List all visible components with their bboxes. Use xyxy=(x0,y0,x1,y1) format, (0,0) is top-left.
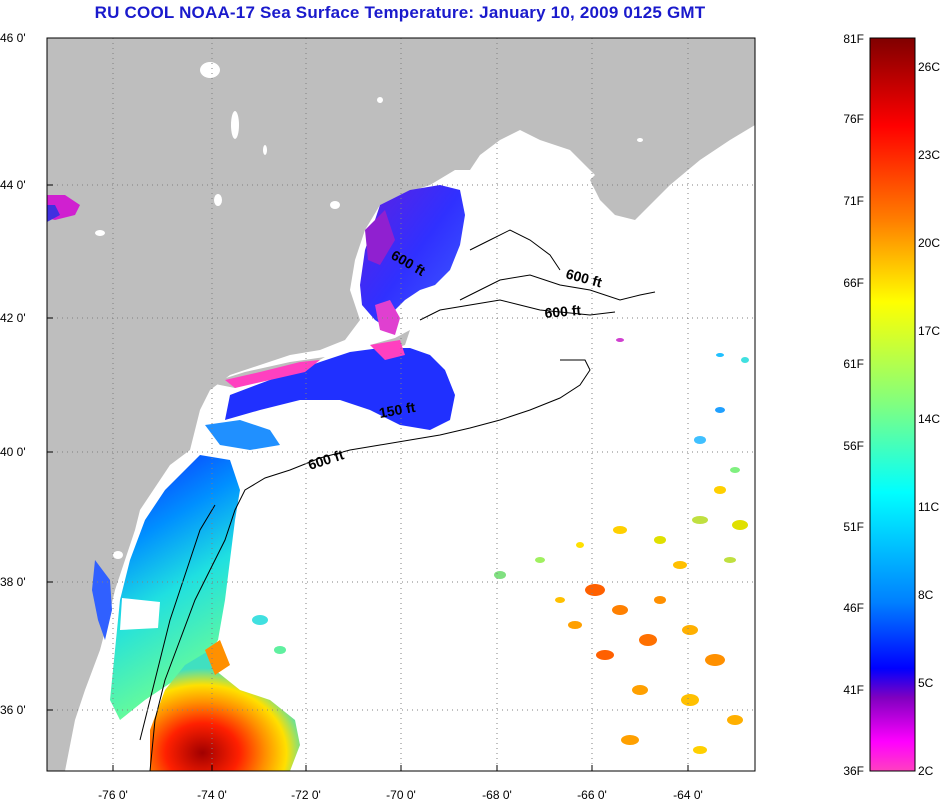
tick-marks xyxy=(47,37,689,771)
lakes xyxy=(95,62,643,559)
lat-tick-40: 40 0' xyxy=(0,445,26,459)
colorbar-c-17: 17C xyxy=(918,324,940,338)
sst-gulf-stream xyxy=(150,650,300,771)
colorbar-c-26: 26C xyxy=(918,60,940,74)
colorbar-c-23: 23C xyxy=(918,148,940,162)
colorbar-f-66: 66F xyxy=(843,276,864,290)
colorbar-f-41: 41F xyxy=(843,683,864,697)
graticule xyxy=(47,38,755,771)
land-nova-scotia xyxy=(590,95,755,220)
contour-label-150ft: 150 ft xyxy=(378,399,417,421)
colorbar-f-51: 51F xyxy=(843,520,864,534)
lat-tick-38: 38 0' xyxy=(0,575,26,589)
depth-contours xyxy=(139,229,656,771)
lat-tick-46: 46 0' xyxy=(0,31,26,45)
lon-tick-66: -66 0' xyxy=(577,788,607,802)
sst-sne-shelf xyxy=(225,348,455,430)
lon-tick-68: -68 0' xyxy=(482,788,512,802)
colorbar-f-61: 61F xyxy=(843,357,864,371)
contour-label-600ft-georges: 600 ft xyxy=(544,302,582,321)
colorbar-c-2: 2C xyxy=(918,764,934,778)
colorbar-f-71: 71F xyxy=(843,194,864,208)
colorbar-f-76: 76F xyxy=(843,112,864,126)
colorbar xyxy=(869,37,916,772)
lon-tick-64: -64 0' xyxy=(673,788,703,802)
colorbar-c-11: 11C xyxy=(918,500,939,514)
map-title: RU COOL NOAA-17 Sea Surface Temperature:… xyxy=(94,3,706,22)
lon-tick-72: -72 0' xyxy=(291,788,321,802)
colorbar-c-14: 14C xyxy=(918,412,940,426)
colorbar-c-20: 20C xyxy=(918,236,940,250)
colorbar-f-56: 56F xyxy=(843,439,864,453)
colorbar-f-36: 36F xyxy=(843,764,864,778)
colorbar-f-46: 46F xyxy=(843,601,864,615)
lat-tick-44: 44 0' xyxy=(0,178,26,192)
colorbar-f-81: 81F xyxy=(843,32,864,46)
colorbar-c-5: 5C xyxy=(918,676,934,690)
lat-tick-36: 36 0' xyxy=(0,703,26,717)
lon-tick-74: -74 0' xyxy=(197,788,227,802)
lon-tick-76: -76 0' xyxy=(98,788,128,802)
lon-tick-70: -70 0' xyxy=(386,788,416,802)
lat-tick-42: 42 0' xyxy=(0,311,26,325)
sst-offshore-patches xyxy=(252,338,749,754)
land-mainland xyxy=(47,38,755,771)
colorbar-c-8: 8C xyxy=(918,588,934,602)
